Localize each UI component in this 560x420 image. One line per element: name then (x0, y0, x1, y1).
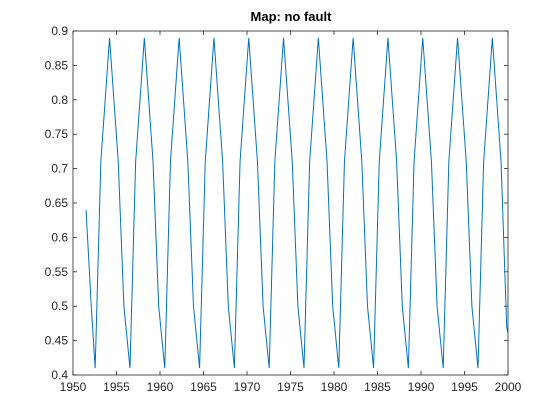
x-tick-label: 1985 (364, 380, 391, 394)
x-tick-label: 1990 (408, 380, 435, 394)
x-tick-label: 1970 (234, 380, 261, 394)
chart-title: Map: no fault (251, 9, 333, 24)
y-tick-label: 0.45 (45, 334, 69, 348)
y-tick-label: 0.9 (51, 24, 68, 38)
x-tick-label: 1980 (321, 380, 348, 394)
x-tick-label: 1950 (60, 380, 87, 394)
x-tick-label: 1960 (147, 380, 174, 394)
x-tick-label: 1955 (103, 380, 130, 394)
y-tick-label: 0.65 (45, 196, 69, 210)
series-line (85, 37, 509, 369)
y-tick-label: 0.7 (51, 162, 68, 176)
y-tick-label: 0.4 (51, 368, 68, 382)
y-tick-label: 0.6 (51, 230, 68, 244)
y-tick-label: 0.55 (45, 265, 69, 279)
x-axis: 1950 1955 1960 1965 1970 1975 1980 1985 1990 1995… (60, 31, 522, 394)
x-tick-label: 1975 (277, 380, 304, 394)
y-tick-label: 0.75 (45, 127, 69, 141)
x-tick-label: 1995 (451, 380, 478, 394)
y-tick-label: 0.5 (51, 299, 68, 313)
y-tick-label: 0.8 (51, 93, 68, 107)
x-tick-label: 2000 (495, 380, 522, 394)
y-axis: 0.4 0.45 0.5 0.55 0.6 0.65 0.7 0.75 0.8 0.85 0.9 (45, 24, 508, 382)
y-tick-label: 0.85 (45, 58, 69, 72)
axes-box (72, 30, 509, 376)
x-tick-label: 1965 (190, 380, 217, 394)
